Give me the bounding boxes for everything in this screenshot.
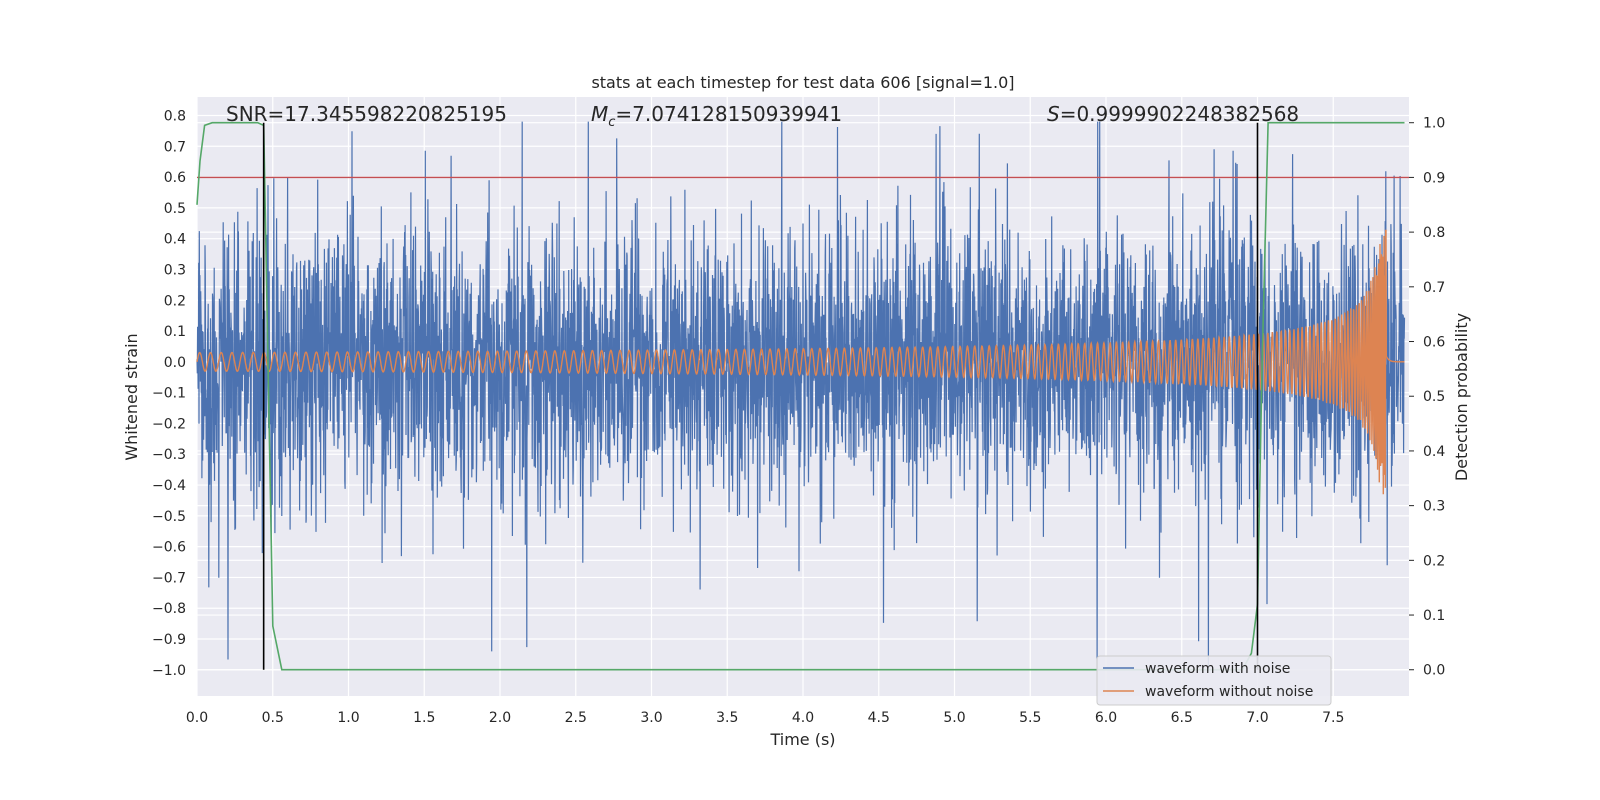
series-waveform-with-noise bbox=[196, 121, 1406, 670]
right-axis-tick-label: 0.3 bbox=[1423, 499, 1445, 515]
x-tick-label: 2.0 bbox=[489, 710, 511, 726]
y-tick-label: 0.1 bbox=[164, 324, 186, 340]
right-axis-tick-label: 0.2 bbox=[1423, 553, 1445, 569]
right-axis-tick-label: 0.4 bbox=[1423, 444, 1445, 460]
y-tick-label: 0.8 bbox=[164, 108, 186, 124]
y-tick-label: 0.0 bbox=[164, 355, 186, 371]
y-tick-label: 0.2 bbox=[164, 293, 186, 309]
y-tick-label: −0.5 bbox=[152, 509, 186, 525]
snr-annotation: SNR=17.345598220825195 bbox=[226, 102, 507, 126]
x-tick-label: 4.0 bbox=[792, 710, 814, 726]
legend: waveform with noise waveform without noi… bbox=[1096, 655, 1332, 706]
right-axis-tick-label: 0.5 bbox=[1423, 389, 1445, 405]
y-tick-label: −0.9 bbox=[152, 632, 186, 648]
x-tick-label: 0.5 bbox=[262, 710, 284, 726]
series-waveform-without-noise bbox=[196, 229, 1405, 495]
right-axis-tick-label: 0.6 bbox=[1423, 335, 1445, 351]
legend-box bbox=[1096, 655, 1332, 706]
detection-statistic-symbol: S bbox=[1047, 102, 1060, 126]
x-tick-label: 3.5 bbox=[716, 710, 738, 726]
y-axis-ticks: 0.8 0.7 0.6 0.5 0.4 0.3 0.2 0.1 0.0 −0.1 −0.2 −0.3 −… bbox=[152, 108, 186, 678]
x-axis-label: Time (s) bbox=[769, 730, 835, 749]
right-axis-tick-label: 1.0 bbox=[1423, 116, 1445, 132]
chirp-mass-subscript: c bbox=[608, 115, 615, 130]
right-axis-label: Detection probability bbox=[1452, 313, 1471, 481]
right-axis-ticks: 1.0 0.9 0.8 0.7 0.6 0.5 0.4 0.3 0.2 0.1 0.0 bbox=[1409, 116, 1445, 679]
right-axis-tick-label: 0.9 bbox=[1423, 170, 1445, 186]
x-tick-label: 3.0 bbox=[640, 710, 662, 726]
x-tick-label: 5.0 bbox=[943, 710, 965, 726]
y-tick-label: −0.7 bbox=[152, 570, 186, 586]
y-tick-label: −0.3 bbox=[152, 447, 186, 463]
x-tick-label: 0.0 bbox=[186, 710, 208, 726]
x-tick-label: 1.5 bbox=[413, 710, 435, 726]
series-layer bbox=[196, 121, 1406, 670]
x-tick-label: 2.5 bbox=[565, 710, 587, 726]
y-tick-label: −0.1 bbox=[152, 386, 186, 402]
series-detection-probability bbox=[196, 121, 1405, 671]
y-tick-label: 0.6 bbox=[164, 170, 186, 186]
y-tick-label: 0.5 bbox=[164, 201, 186, 217]
y-tick-label: −0.6 bbox=[152, 540, 186, 556]
right-axis-tick-label: 0.1 bbox=[1423, 608, 1445, 624]
x-tick-label: 7.0 bbox=[1246, 710, 1268, 726]
x-tick-label: 6.5 bbox=[1171, 710, 1193, 726]
y-tick-label: 0.3 bbox=[164, 262, 186, 278]
x-tick-label: 6.0 bbox=[1095, 710, 1117, 726]
y-axis-label: Whitened strain bbox=[122, 333, 141, 460]
chirp-mass-value: =7.074128150939941 bbox=[615, 102, 842, 126]
chirp-mass-annotation: Mc=7.074128150939941 bbox=[591, 102, 842, 130]
y-tick-label: −1.0 bbox=[152, 663, 186, 679]
detection-statistic-value: =0.9999902248382568 bbox=[1060, 102, 1299, 126]
detection-statistic-annotation: S=0.9999902248382568 bbox=[1047, 102, 1299, 126]
y-tick-label: 0.7 bbox=[164, 139, 186, 155]
chirp-mass-symbol: M bbox=[591, 102, 608, 126]
right-axis-tick-label: 0.7 bbox=[1423, 280, 1445, 296]
y-tick-label: −0.4 bbox=[152, 478, 186, 494]
x-axis-ticks: 0.0 0.5 1.0 1.5 2.0 2.5 3.0 3.5 4.0 4.5 5.0 5.5 6.0 6… bbox=[186, 710, 1345, 726]
right-axis-tick-label: 0.0 bbox=[1423, 663, 1445, 679]
overlay-layer bbox=[196, 121, 1409, 671]
x-tick-label: 7.5 bbox=[1322, 710, 1344, 726]
x-tick-label: 4.5 bbox=[868, 710, 890, 726]
legend-label-clean: waveform without noise bbox=[1145, 684, 1313, 700]
chart-title: stats at each timestep for test data 606… bbox=[591, 73, 1014, 92]
y-tick-label: −0.8 bbox=[152, 601, 186, 617]
x-tick-label: 5.5 bbox=[1019, 710, 1041, 726]
y-tick-label: −0.2 bbox=[152, 416, 186, 432]
y-tick-label: 0.4 bbox=[164, 232, 186, 248]
legend-label-noise: waveform with noise bbox=[1145, 661, 1290, 677]
right-axis-tick-label: 0.8 bbox=[1423, 225, 1445, 241]
x-tick-label: 1.0 bbox=[337, 710, 359, 726]
